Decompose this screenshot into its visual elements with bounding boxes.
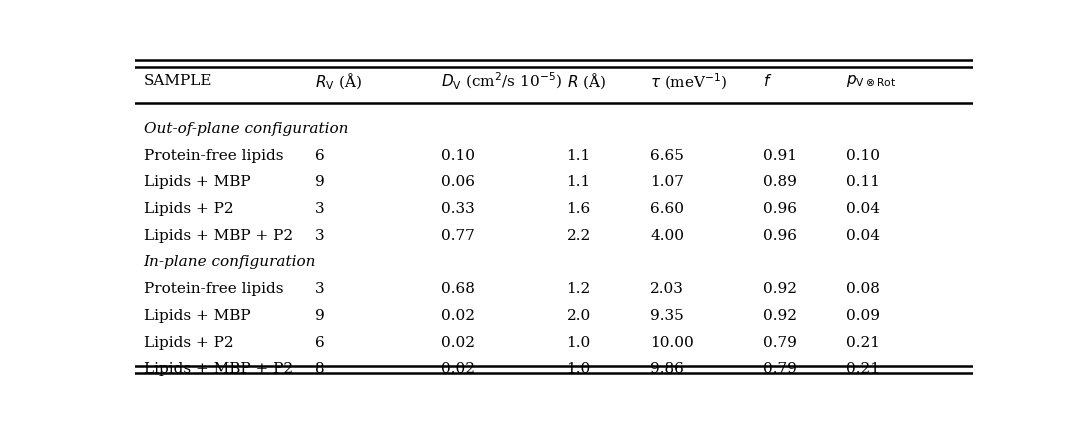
Text: 0.04: 0.04 (845, 202, 880, 216)
Text: 0.79: 0.79 (763, 335, 798, 349)
Text: 0.09: 0.09 (845, 309, 880, 323)
Text: 0.11: 0.11 (845, 176, 880, 190)
Text: $D_{\mathrm{V}}$ (cm$^{2}$/s 10$^{-5}$): $D_{\mathrm{V}}$ (cm$^{2}$/s 10$^{-5}$) (441, 71, 562, 92)
Text: 0.21: 0.21 (845, 363, 880, 376)
Text: 0.68: 0.68 (441, 282, 475, 296)
Text: Lipids + P2: Lipids + P2 (144, 202, 233, 216)
Text: 0.96: 0.96 (763, 202, 798, 216)
Text: 0.96: 0.96 (763, 229, 798, 243)
Text: 9.35: 9.35 (651, 309, 684, 323)
Text: 0.89: 0.89 (763, 176, 798, 190)
Text: $R$ (Å): $R$ (Å) (566, 71, 605, 91)
Text: $p_{\mathrm{V}\otimes\mathrm{Rot}}$: $p_{\mathrm{V}\otimes\mathrm{Rot}}$ (845, 74, 896, 89)
Text: 0.10: 0.10 (845, 148, 880, 162)
Text: 0.91: 0.91 (763, 148, 798, 162)
Text: 3: 3 (316, 282, 325, 296)
Text: 0.02: 0.02 (441, 335, 475, 349)
Text: 0.08: 0.08 (845, 282, 880, 296)
Text: $\tau$ (meV$^{-1}$): $\tau$ (meV$^{-1}$) (651, 71, 728, 91)
Text: 10.00: 10.00 (651, 335, 694, 349)
Text: 8: 8 (316, 363, 325, 376)
Text: $f$: $f$ (763, 73, 773, 89)
Text: 9.86: 9.86 (651, 363, 684, 376)
Text: 1.0: 1.0 (566, 363, 591, 376)
Text: 1.07: 1.07 (651, 176, 684, 190)
Text: 6.65: 6.65 (651, 148, 684, 162)
Text: SAMPLE: SAMPLE (144, 74, 212, 88)
Text: Lipids + MBP: Lipids + MBP (144, 176, 250, 190)
Text: Lipids + MBP + P2: Lipids + MBP + P2 (144, 229, 293, 243)
Text: 2.03: 2.03 (651, 282, 684, 296)
Text: 6.60: 6.60 (651, 202, 684, 216)
Text: 0.92: 0.92 (763, 282, 798, 296)
Text: 9: 9 (316, 176, 325, 190)
Text: 0.77: 0.77 (441, 229, 475, 243)
Text: 2.2: 2.2 (566, 229, 591, 243)
Text: Out-of-plane configuration: Out-of-plane configuration (144, 122, 348, 136)
Text: Protein-free lipids: Protein-free lipids (144, 282, 283, 296)
Text: 4.00: 4.00 (651, 229, 684, 243)
Text: 0.79: 0.79 (763, 363, 798, 376)
Text: Protein-free lipids: Protein-free lipids (144, 148, 283, 162)
Text: 9: 9 (316, 309, 325, 323)
Text: $R_{\mathrm{V}}$ (Å): $R_{\mathrm{V}}$ (Å) (316, 71, 362, 91)
Text: 6: 6 (316, 148, 325, 162)
Text: 0.02: 0.02 (441, 363, 475, 376)
Text: 0.10: 0.10 (441, 148, 475, 162)
Text: 3: 3 (316, 202, 325, 216)
Text: 2.0: 2.0 (566, 309, 591, 323)
Text: Lipids + P2: Lipids + P2 (144, 335, 233, 349)
Text: 0.92: 0.92 (763, 309, 798, 323)
Text: 1.6: 1.6 (566, 202, 591, 216)
Text: 0.02: 0.02 (441, 309, 475, 323)
Text: 1.1: 1.1 (566, 176, 591, 190)
Text: 0.33: 0.33 (441, 202, 475, 216)
Text: 6: 6 (316, 335, 325, 349)
Text: 0.04: 0.04 (845, 229, 880, 243)
Text: Lipids + MBP: Lipids + MBP (144, 309, 250, 323)
Text: 1.0: 1.0 (566, 335, 591, 349)
Text: 1.2: 1.2 (566, 282, 591, 296)
Text: Lipids + MBP + P2: Lipids + MBP + P2 (144, 363, 293, 376)
Text: 0.21: 0.21 (845, 335, 880, 349)
Text: 1.1: 1.1 (566, 148, 591, 162)
Text: 3: 3 (316, 229, 325, 243)
Text: 0.06: 0.06 (441, 176, 475, 190)
Text: In-plane configuration: In-plane configuration (144, 255, 316, 269)
